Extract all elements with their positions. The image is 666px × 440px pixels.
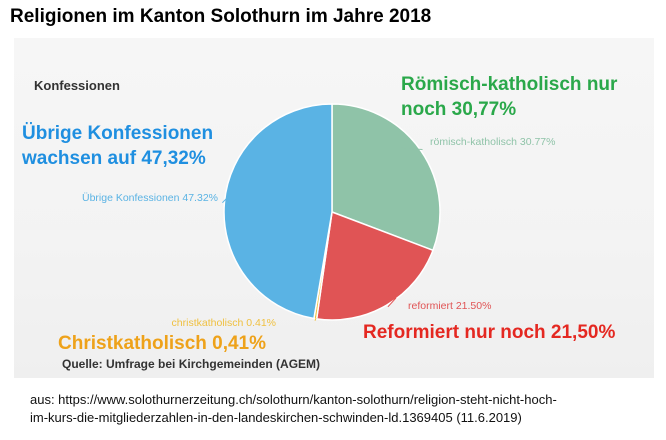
pie-slice-reformiert [315, 210, 434, 321]
leader-line [399, 147, 423, 150]
pie-slice-übrige-konfessionen [223, 103, 333, 320]
leader-line [222, 196, 229, 204]
leader-line [314, 317, 317, 321]
annotation-roemisch-katholisch: Römisch-katholisch nur noch 30,77% [401, 72, 617, 122]
annotation-uebrige-line2: wachsen auf 47,32% [22, 148, 206, 169]
caption: aus: https://www.solothurnerzeitung.ch/s… [30, 391, 557, 427]
annotation-roemisch-line2: noch 30,77% [401, 99, 517, 120]
data-label: reformiert 21.50% [408, 300, 491, 312]
annotation-uebrige-konfessionen: Übrige Konfessionen wachsen auf 47,32% [22, 121, 213, 171]
annotation-uebrige-line1: Übrige Konfessionen [22, 123, 214, 144]
leader-line [387, 297, 397, 308]
data-label: römisch-katholisch 30.77% [430, 136, 555, 148]
pie-slice-römisch-katholisch [331, 103, 441, 252]
chart-source: Quelle: Umfrage bei Kirchgemeinden (AGEM… [62, 357, 321, 371]
caption-line1: aus: https://www.solothurnerzeitung.ch/s… [30, 392, 557, 407]
chart-title: Konfessionen [34, 78, 120, 93]
caption-line2: im-kurs-die-mitgliederzahlen-in-den-land… [30, 410, 522, 425]
annotation-christkatholisch: Christkatholisch 0,41% [58, 333, 267, 354]
page-title: Religionen im Kanton Solothurn im Jahre … [10, 6, 432, 27]
data-label: christkatholisch 0.41% [172, 317, 276, 329]
data-label: Übrige Konfessionen 47.32% [82, 192, 218, 204]
annotation-roemisch-line1: Römisch-katholisch nur [401, 74, 618, 95]
annotation-reformiert: Reformiert nur noch 21,50% [363, 322, 616, 343]
